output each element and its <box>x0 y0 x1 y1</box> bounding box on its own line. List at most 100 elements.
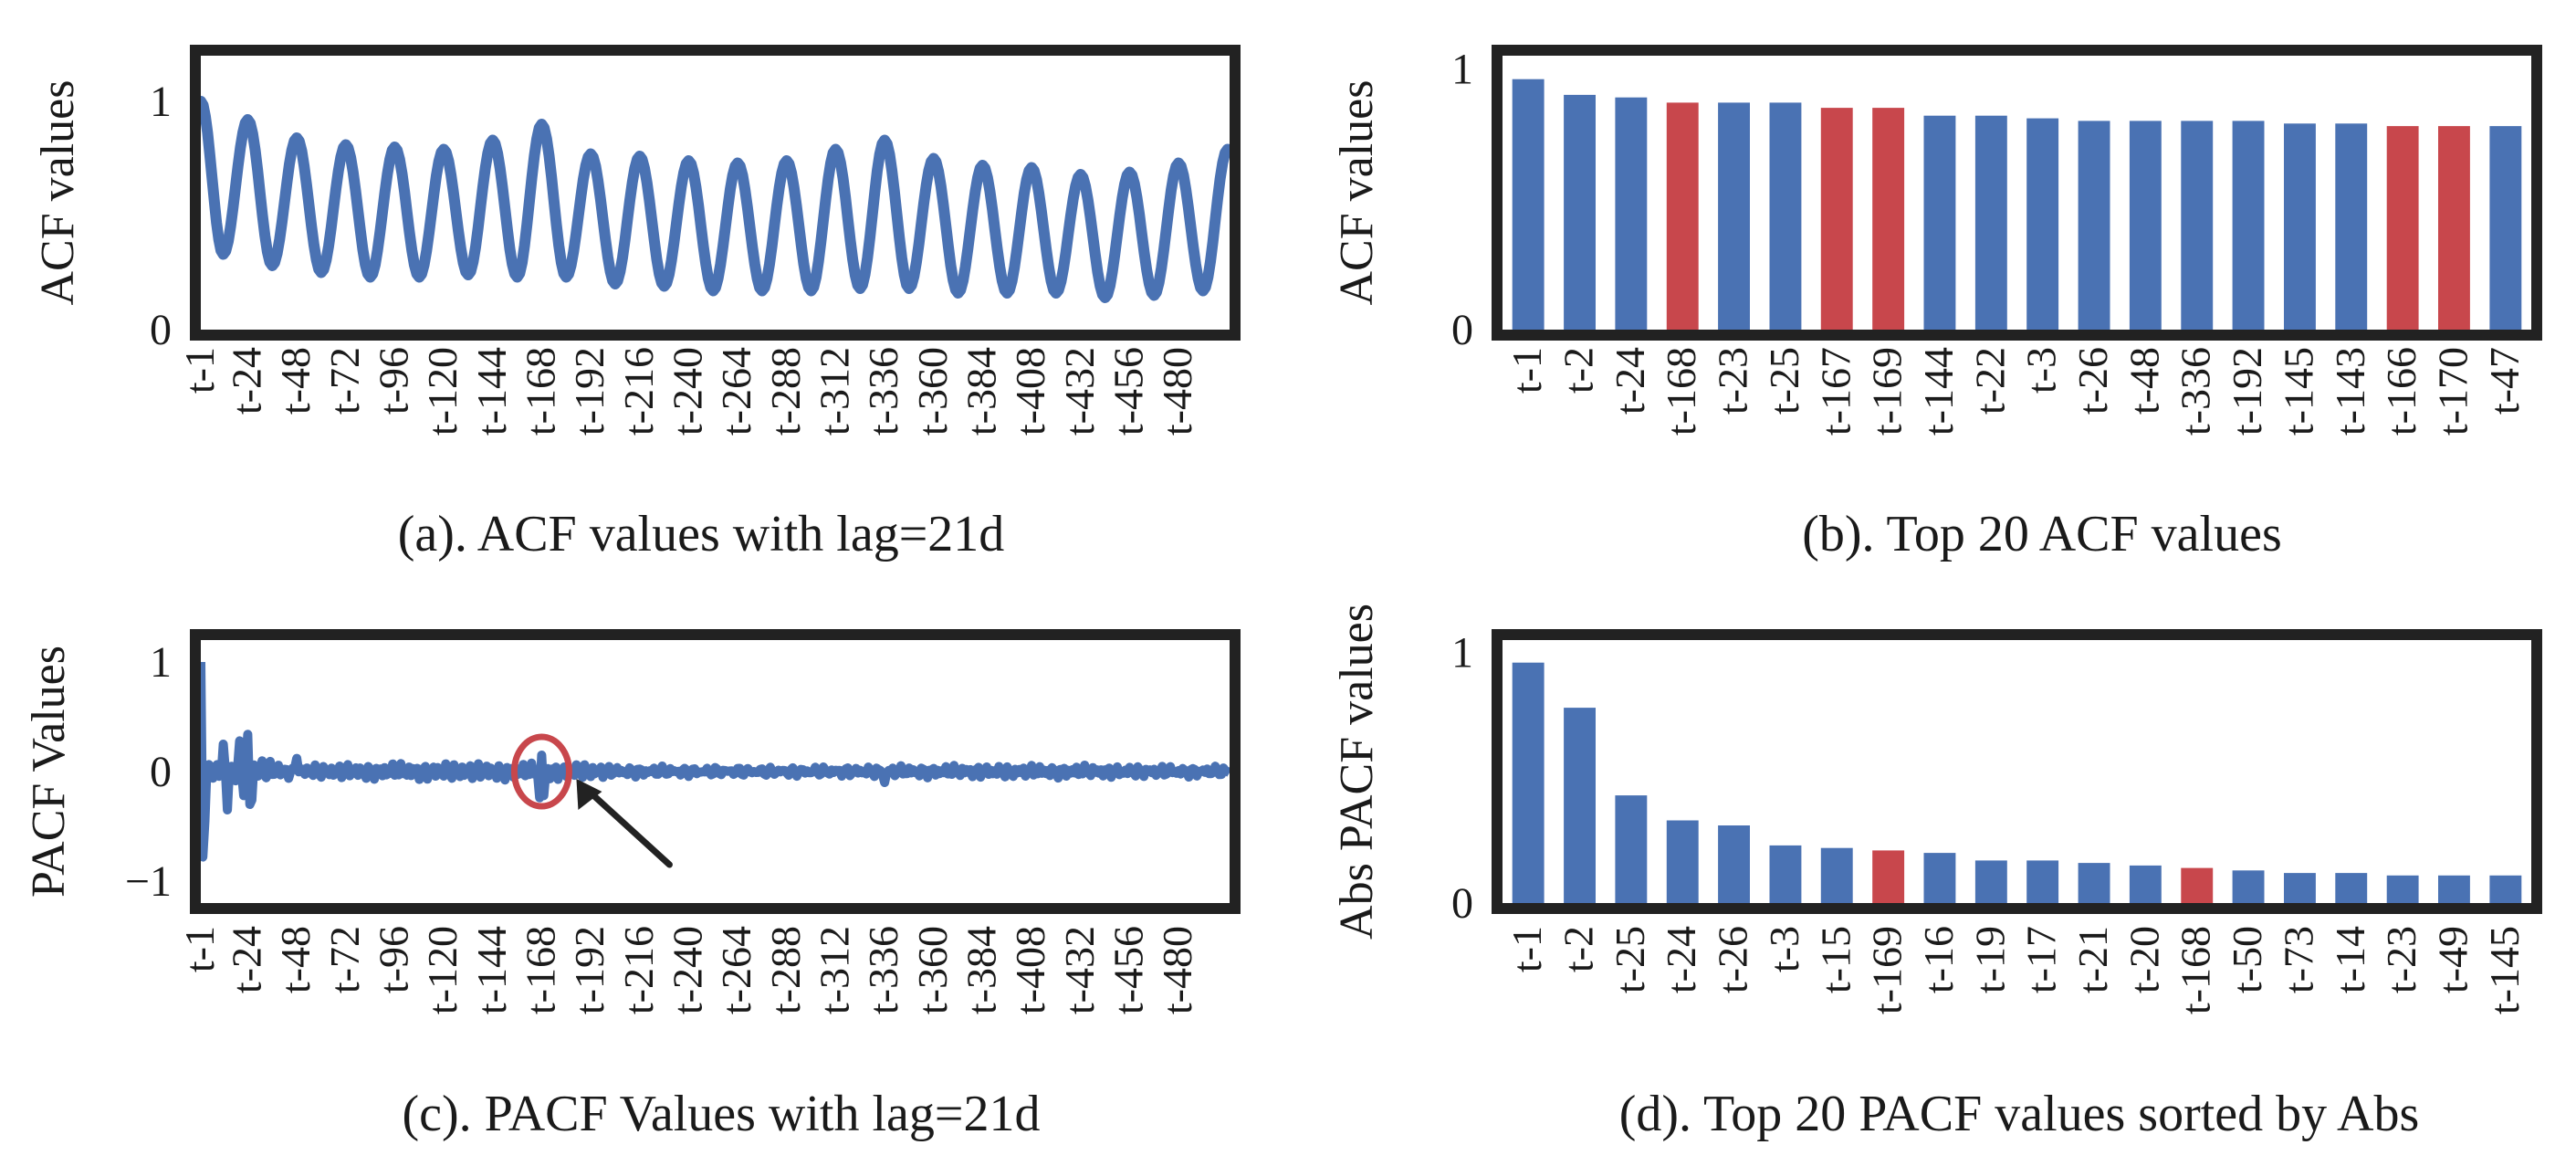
xtick-label: t-145 <box>2481 926 2528 1014</box>
xtick-label: t-48 <box>272 347 319 415</box>
bar-t-16 <box>1923 853 1956 903</box>
xtick-label: t-20 <box>2120 926 2167 993</box>
xtick-label: t-23 <box>1710 347 1756 415</box>
bar-t-169 <box>1872 108 1905 330</box>
xtick-label: t-24 <box>223 347 269 415</box>
ytick-label: 0 <box>1451 306 1473 354</box>
bar-t-25 <box>1615 795 1648 903</box>
xtick-label: t-50 <box>2224 926 2270 993</box>
xtick-label: t-336 <box>860 347 906 436</box>
xtick-label: t-456 <box>1105 347 1151 436</box>
xtick-label: t-170 <box>2429 347 2476 436</box>
panel-acf-line: ACF values 01 t-1 t-24 t-48 t-72 t-96 t-120 t-… <box>32 45 1241 562</box>
acf-top20-frame <box>1492 45 2542 341</box>
xtick-label: t-26 <box>1710 926 1756 993</box>
panel-acf-top20: ACF values 01 t-1 t-2 t-24 t-168 t-23 t-25 t-1… <box>1331 45 2542 562</box>
pacf-top20-xticks: t-1 t-2 t-25 t-24 t-26 t-3 t-15 t-169 t-16 t-19 t-… <box>1503 926 2528 1014</box>
ytick-label: 1 <box>150 638 172 687</box>
xtick-label: t-72 <box>321 347 368 415</box>
xtick-label: t-408 <box>1007 926 1053 1014</box>
bar-t-50 <box>2232 870 2265 903</box>
xtick-label: t-288 <box>762 347 809 436</box>
xtick-label: t-168 <box>517 347 563 436</box>
xtick-label: t-480 <box>1154 926 1200 1014</box>
bar-t-25 <box>1769 102 1802 331</box>
xtick-label: t-192 <box>566 926 613 1014</box>
xtick-label: t-16 <box>1915 926 1962 993</box>
acf-line-yticks: 01 <box>150 78 172 354</box>
bar-t-168 <box>1666 102 1699 331</box>
xtick-label: t-264 <box>713 926 759 1014</box>
xtick-label: t-144 <box>468 926 515 1014</box>
xtick-label: t-26 <box>2069 347 2116 415</box>
xtick-label: t-166 <box>2378 347 2424 436</box>
pacf-line-caption: (c). PACF Values with lag=21d <box>403 1086 1041 1142</box>
xtick-label: t-3 <box>1761 926 1807 972</box>
bar-t-24 <box>1666 820 1699 903</box>
bar-t-47 <box>2489 126 2522 330</box>
bar-t-73 <box>2284 873 2316 903</box>
pacf-top20-yticks: 01 <box>1451 629 1473 928</box>
xtick-label: t-2 <box>1555 347 1602 394</box>
bar-t-144 <box>1923 115 1956 330</box>
xtick-label: t-14 <box>2327 926 2373 993</box>
bar-t-166 <box>2386 126 2419 330</box>
acf-line-xticks: t-1 t-24 t-48 t-72 t-96 t-120 t-144 t-168 t-192 t… <box>176 347 1200 436</box>
xtick-label: t-360 <box>909 347 956 436</box>
annotation-arrow-head <box>576 779 602 810</box>
bar-t-1 <box>1512 79 1545 330</box>
xtick-label: t-72 <box>321 926 368 993</box>
xtick-label: t-24 <box>223 926 269 993</box>
acf-top20-xticks: t-1 t-2 t-24 t-168 t-23 t-25 t-167 t-169 t-144 t-… <box>1503 347 2528 436</box>
pacf-line-frame <box>190 629 1241 914</box>
bar-t-3 <box>2026 118 2059 330</box>
bar-t-22 <box>1974 115 2007 330</box>
pacf-line-ylabel: PACF Values <box>23 646 75 898</box>
bar-t-145 <box>2284 123 2316 330</box>
xtick-label: t-47 <box>2481 347 2528 415</box>
bar-t-26 <box>2078 121 2110 330</box>
xtick-label: t-143 <box>2327 347 2373 436</box>
bar-t-49 <box>2438 875 2470 903</box>
xtick-label: t-216 <box>615 926 662 1014</box>
bar-t-192 <box>2232 121 2265 330</box>
pacf-top20-caption: (d). Top 20 PACF values sorted by Abs <box>1619 1086 2420 1142</box>
xtick-label: t-240 <box>664 347 710 436</box>
xtick-label: t-312 <box>811 926 857 1014</box>
xtick-label: t-408 <box>1007 347 1053 436</box>
acf-line-plot-area <box>195 96 1233 303</box>
xtick-label: t-25 <box>1607 926 1653 993</box>
bar-t-26 <box>1718 825 1750 903</box>
xtick-label: t-96 <box>370 347 416 415</box>
acf-line-caption: (a). ACF values with lag=21d <box>398 506 1005 562</box>
xtick-label: t-456 <box>1105 926 1151 1014</box>
xtick-label: t-264 <box>713 347 759 436</box>
xtick-label: t-48 <box>2120 347 2167 415</box>
xtick-label: t-19 <box>1966 926 2013 993</box>
ytick-label: 1 <box>1451 629 1473 678</box>
xtick-label: t-167 <box>1812 347 1859 436</box>
acf-line-ylabel: ACF values <box>32 80 84 306</box>
bar-t-167 <box>1820 108 1853 330</box>
pacf-top20-frame <box>1492 629 2542 914</box>
xtick-label: t-15 <box>1812 926 1859 993</box>
xtick-label: t-25 <box>1761 347 1807 415</box>
bar-t-2 <box>1564 94 1596 331</box>
bar-t-48 <box>2129 121 2162 330</box>
xtick-label: t-120 <box>419 926 466 1014</box>
bar-t-17 <box>2026 860 2059 903</box>
bar-t-1 <box>1512 662 1545 903</box>
bar-t-170 <box>2438 126 2470 330</box>
panel-pacf-line: PACF Values −1 0 1 t-1 t-24 t-48 t-72 t-96 t-12… <box>23 629 1241 1142</box>
ytick-label: 1 <box>1451 45 1473 93</box>
ytick-label: 1 <box>150 78 172 126</box>
xtick-label: t-96 <box>370 926 416 993</box>
pacf-line-yticks: −1 0 1 <box>125 638 172 906</box>
xtick-label: t-432 <box>1056 926 1103 1014</box>
xtick-label: t-312 <box>811 347 857 436</box>
acf-line-frame <box>190 45 1241 341</box>
bar-t-14 <box>2335 873 2368 903</box>
xtick-label: t-168 <box>2173 926 2219 1014</box>
xtick-label: t-240 <box>664 926 710 1014</box>
xtick-label: t-1 <box>1503 926 1550 972</box>
